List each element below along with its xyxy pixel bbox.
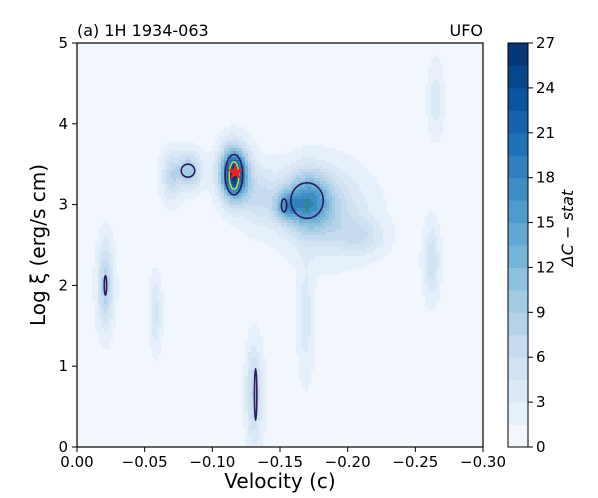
colorbar-band <box>508 155 528 179</box>
colorbar-tick-label: 3 <box>536 393 546 411</box>
colorbar-tick-label: 21 <box>536 124 555 142</box>
colorbar-tick-label: 0 <box>536 438 546 456</box>
colorbar-band <box>508 222 528 246</box>
contour-6 <box>103 274 108 296</box>
y-axis-label: Log ξ (erg/s cm) <box>26 164 50 326</box>
heatmap-field <box>77 43 483 447</box>
y-tick-label: 0 <box>58 438 68 456</box>
colorbar-band <box>508 357 528 381</box>
colorbar-band <box>508 245 528 268</box>
y-tick-label: 3 <box>58 196 68 214</box>
colorbar-band <box>508 43 528 66</box>
colorbar-tick-label: 9 <box>536 303 546 321</box>
colorbar-label: ΔC − stat <box>558 189 577 268</box>
y-tick-label: 1 <box>58 357 68 375</box>
colorbar-band <box>508 177 528 201</box>
x-tick-label: −0.10 <box>189 453 235 471</box>
colorbar-tick-label: 24 <box>536 79 555 97</box>
contour-8 <box>305 197 310 212</box>
contour-1 <box>224 153 244 196</box>
contour-3 <box>290 181 325 220</box>
x-tick-label: −0.15 <box>257 453 303 471</box>
colorbar-band <box>508 289 528 313</box>
y-tick-label: 5 <box>58 34 68 52</box>
colorbar-tick-label: 6 <box>536 348 546 366</box>
x-axis-label: Velocity (c) <box>224 469 335 493</box>
chart-title-right: UFO <box>449 21 483 40</box>
best-fit-marker <box>227 164 243 179</box>
chart-title-left: (a) 1H 1934-063 <box>77 21 209 40</box>
colorbar-band <box>508 65 528 89</box>
colorbar-band <box>508 132 528 156</box>
colorbar <box>508 43 528 448</box>
colorbar-tick-label: 18 <box>536 169 555 187</box>
y-axis-ticks: 0 1 2 3 4 5 <box>58 34 77 456</box>
colorbar-band <box>508 267 528 291</box>
x-tick-label: −0.20 <box>325 453 371 471</box>
colorbar-band <box>508 334 528 358</box>
y-tick-label: 4 <box>58 115 68 133</box>
colorbar-band <box>508 424 528 448</box>
colorbar-band <box>508 110 528 134</box>
x-tick-label: −0.05 <box>122 453 168 471</box>
colorbar-band <box>508 87 528 111</box>
marker-layer <box>227 164 243 179</box>
colorbar-ticks: 0 3 6 9 12 15 18 21 24 27 <box>528 34 555 456</box>
colorbar-tick-label: 12 <box>536 258 555 276</box>
colorbar-tick-label: 27 <box>536 34 555 52</box>
x-axis-ticks: 0.00 −0.05 −0.10 −0.15 −0.20 −0.25 −0.30 <box>60 447 506 471</box>
colorbar-tick-label: 15 <box>536 214 555 232</box>
colorbar-frame <box>507 42 529 448</box>
contour-4 <box>280 198 288 213</box>
y-tick-label: 2 <box>58 276 68 294</box>
colorbar-band <box>508 312 528 336</box>
x-tick-label: −0.30 <box>460 453 506 471</box>
colorbar-band <box>508 200 528 224</box>
colorbar-band <box>508 379 528 403</box>
x-tick-label: −0.25 <box>392 453 438 471</box>
colorbar-band <box>508 402 528 426</box>
contour-5 <box>180 163 196 178</box>
x-tick-label: 0.00 <box>60 453 93 471</box>
contour-7 <box>253 367 258 422</box>
contour-layer <box>103 153 325 422</box>
